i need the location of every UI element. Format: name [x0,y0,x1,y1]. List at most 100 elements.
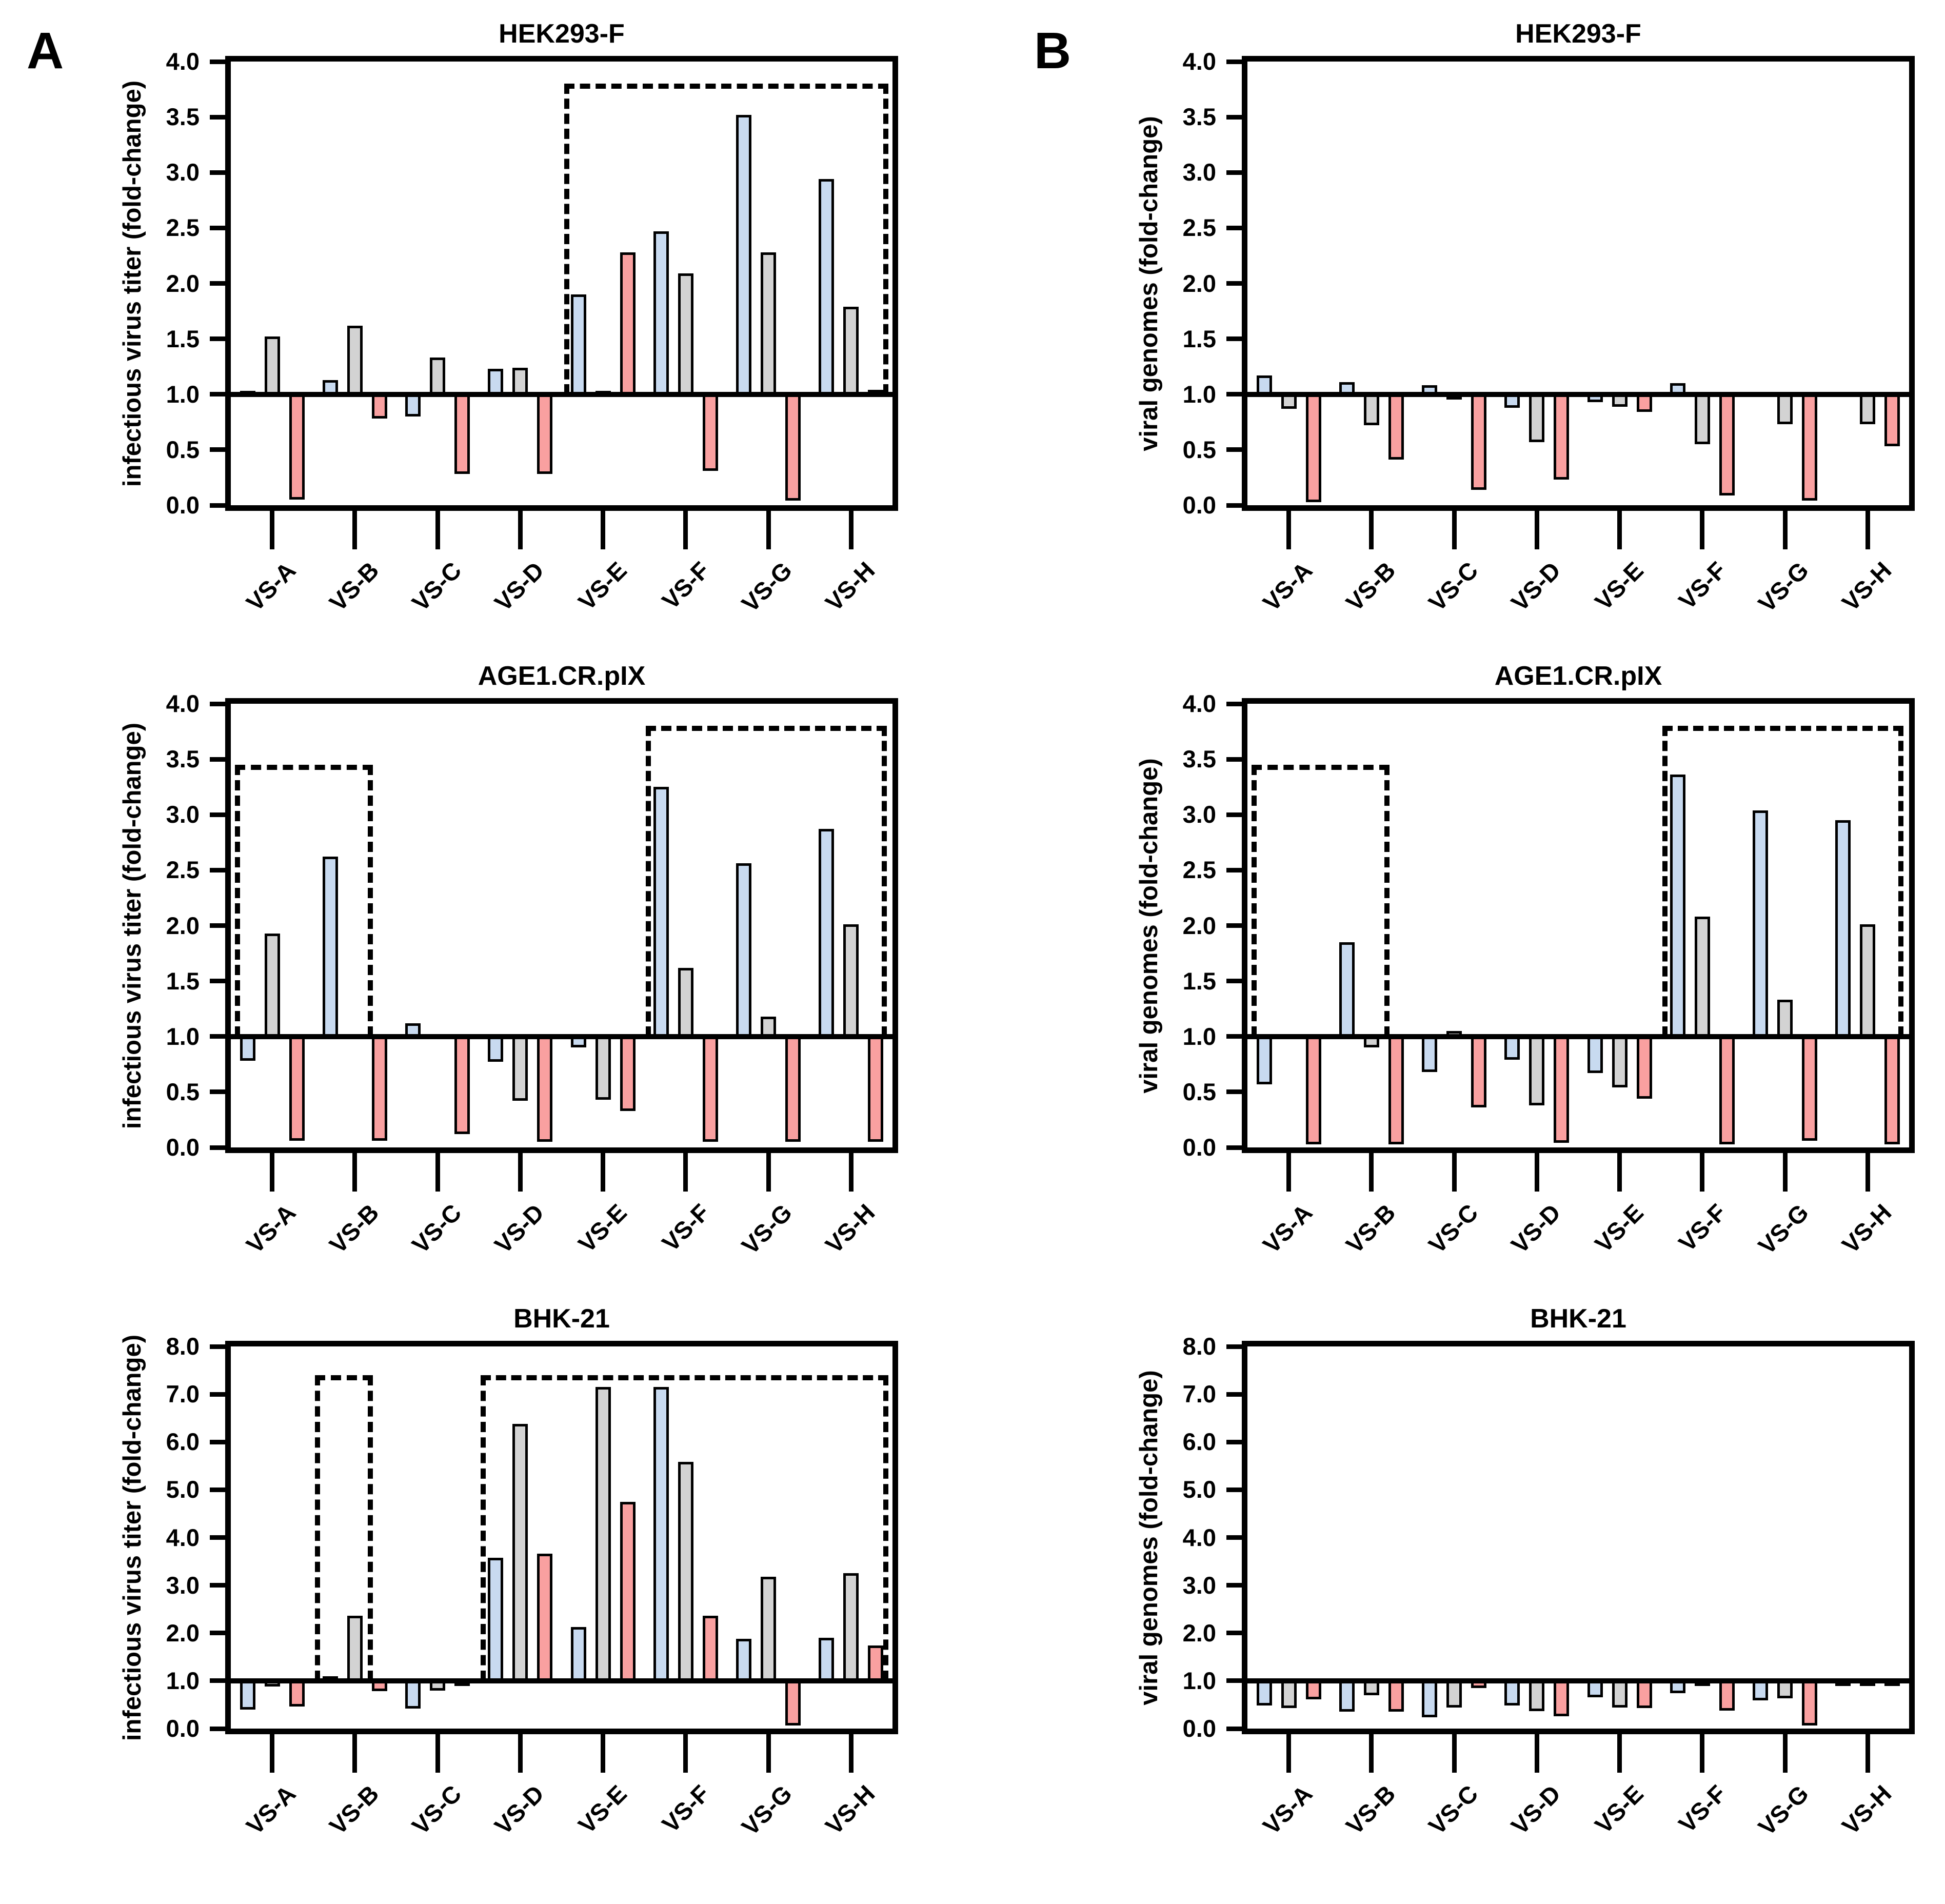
plot-spine-left [1242,1341,1247,1734]
y-tick-label: 2.5 [1182,856,1216,884]
y-tick-label: 3.0 [166,158,200,186]
bar-gray-VS-H [1860,394,1876,425]
y-tick [210,1439,225,1444]
dashed-highlight-box [646,726,887,1037]
y-tick [1226,812,1242,817]
bar-gray-VS-E [1612,1680,1628,1708]
y-tick-label: 0.0 [1182,491,1216,519]
panel-label-b: B [1034,22,1071,80]
x-tick-label: VS-F [656,556,715,614]
bar-pink-VS-E [620,252,636,394]
y-tick [1226,114,1242,120]
y-tick [1226,281,1242,286]
y-tick-label: 1.0 [1182,1022,1216,1050]
y-tick [210,1392,225,1397]
bar-gray-VS-D [512,1423,528,1681]
bar-gray-VS-F [678,967,693,1037]
x-tick [1369,1734,1374,1773]
bar-pink-VS-A [289,394,305,500]
plot-spine-left [225,1341,231,1734]
x-tick [1700,1153,1705,1192]
dashed-highlight-box [1252,764,1390,1037]
x-tick [1782,1734,1788,1773]
bar-pink-VS-G [1802,394,1818,501]
y-tick-label: 0.0 [1182,1715,1216,1742]
y-tick [1226,1145,1242,1150]
y-tick-label: 1.0 [166,1667,200,1694]
y-tick-label: 4.0 [166,48,200,75]
bar-pink-VS-F [1719,1680,1735,1711]
x-tick [848,1153,854,1192]
y-tick-label: 2.0 [166,911,200,939]
y-tick [1226,867,1242,872]
x-tick [601,1734,606,1773]
y-tick-label: 7.0 [166,1380,200,1408]
bar-pink-VS-G [785,394,801,501]
y-tick-label: 3.5 [166,745,200,773]
x-tick [435,511,440,549]
x-tick-label: VS-B [1340,556,1401,617]
y-tick [210,1631,225,1636]
bar-blue-VS-C [1422,1036,1438,1072]
bar-blue-VS-H [1835,820,1851,1037]
x-tick [1534,511,1539,549]
plot-spine-bottom [225,1729,898,1734]
bar-blue-VS-A [240,1036,255,1061]
x-tick [766,511,771,549]
baseline [231,1034,892,1039]
bar-blue-VS-C [405,1680,421,1709]
bar-blue-VS-G [736,114,752,394]
bar-blue-VS-F [653,787,669,1037]
y-tick-label: 3.5 [1182,103,1216,131]
x-tick [270,1734,275,1773]
bar-pink-VS-B [1388,1036,1404,1144]
y-tick-label: 3.0 [1182,158,1216,186]
bar-pink-VS-D [537,394,553,474]
bar-gray-VS-G [761,1576,777,1681]
x-tick-label: VS-E [1589,1779,1649,1839]
bar-gray-VS-B [1363,394,1379,426]
x-tick [518,1734,523,1773]
x-tick [1452,1153,1457,1192]
x-tick [683,1153,688,1192]
x-tick-label: VS-F [656,1198,715,1257]
y-tick [210,447,225,452]
y-tick-label: 3.0 [166,801,200,828]
y-tick-label: 1.0 [166,380,200,408]
x-tick [518,1153,523,1192]
plot-spine-right [1909,698,1915,1153]
y-tick [1226,392,1242,397]
y-tick [1226,1583,1242,1588]
y-tick-label: 1.0 [166,1022,200,1050]
plot-spine-bottom [1242,1729,1915,1734]
x-tick-label: VS-A [241,1779,301,1840]
y-tick-label: 2.0 [1182,269,1216,297]
bar-pink-VS-E [1636,1036,1652,1099]
y-tick [1226,1678,1242,1683]
y-tick [1226,701,1242,706]
chart-title: AGE1.CR.pIX [478,661,646,691]
y-tick [210,979,225,984]
bar-pink-VS-A [289,1036,305,1141]
y-tick [1226,336,1242,342]
x-tick-label: VS-E [572,1198,632,1258]
bar-gray-VS-G [1777,1680,1793,1699]
y-tick-label: 2.0 [166,269,200,297]
plot-spine-top [1242,56,1915,62]
plot-spine-top [225,1341,898,1346]
y-tick-label: 0.0 [166,491,200,519]
y-tick [210,1583,225,1588]
y-tick [1226,503,1242,508]
x-tick-label: VS-G [1753,1779,1814,1841]
y-tick [210,1089,225,1095]
x-tick [1452,1734,1457,1773]
bar-pink-VS-A [1305,1036,1321,1144]
plot-spine-right [892,1341,898,1734]
y-tick [1226,979,1242,984]
bar-blue-VS-C [405,394,421,417]
plot-spine-bottom [225,505,898,511]
plot-spine-top [1242,1341,1915,1346]
bar-pink-VS-G [785,1036,801,1142]
y-tick-label: 3.5 [166,103,200,131]
bar-blue-VS-G [736,1638,752,1681]
